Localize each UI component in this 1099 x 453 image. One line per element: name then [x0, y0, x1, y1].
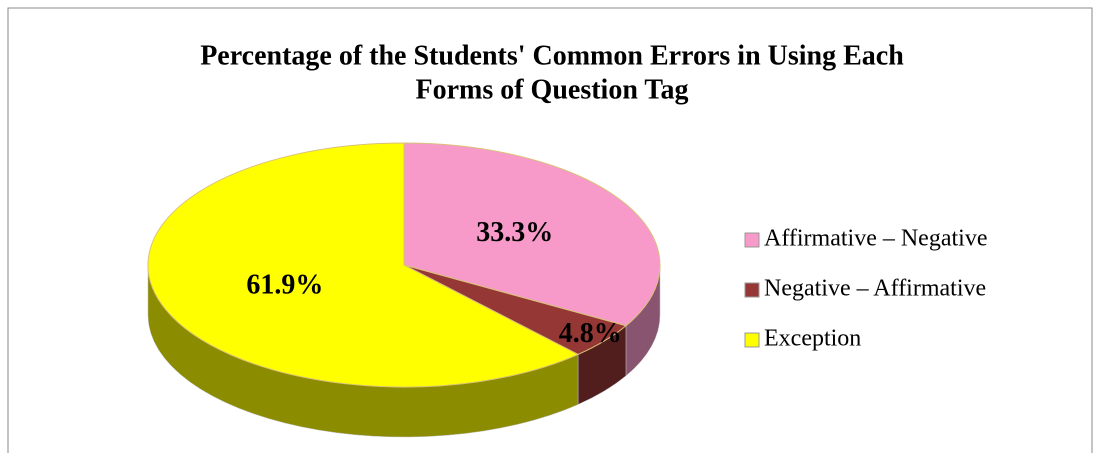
slice [147, 142, 580, 388]
chart-title: Forms of Question Tag [415, 74, 688, 105]
data-label: 33.3% [476, 217, 553, 248]
legend-label: Exception [764, 326, 861, 352]
chart-title: Percentage of the Students' Common Error… [200, 40, 904, 71]
legend-swatch [744, 232, 760, 248]
legend-label: Affirmative – Negative [764, 226, 987, 252]
data-label: 61.9% [246, 270, 323, 301]
legend-label: Negative – Affirmative [764, 276, 986, 302]
data-label: 4.8% [559, 318, 622, 349]
legend-swatch [744, 332, 760, 348]
slice [403, 142, 661, 327]
legend-swatch [744, 282, 760, 298]
